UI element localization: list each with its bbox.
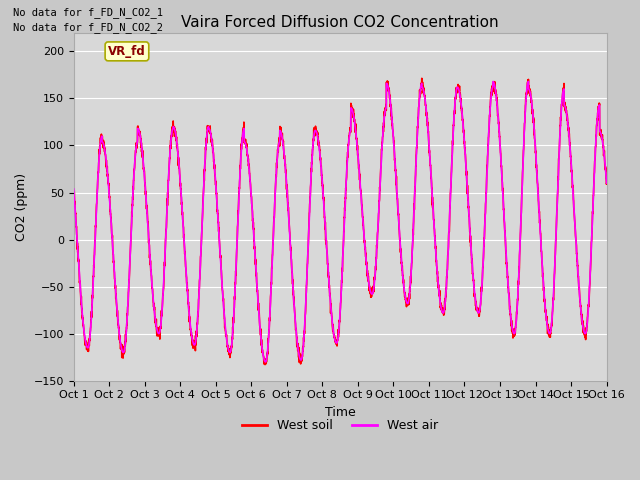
Legend: West soil, West air: West soil, West air (237, 414, 443, 437)
Title: Vaira Forced Diffusion CO2 Concentration: Vaira Forced Diffusion CO2 Concentration (181, 15, 499, 30)
Text: VR_fd: VR_fd (108, 45, 146, 58)
Y-axis label: CO2 (ppm): CO2 (ppm) (15, 173, 28, 240)
Text: No data for f_FD_N_CO2_2: No data for f_FD_N_CO2_2 (13, 22, 163, 33)
X-axis label: Time: Time (324, 406, 355, 419)
Text: No data for f_FD_N_CO2_1: No data for f_FD_N_CO2_1 (13, 7, 163, 18)
